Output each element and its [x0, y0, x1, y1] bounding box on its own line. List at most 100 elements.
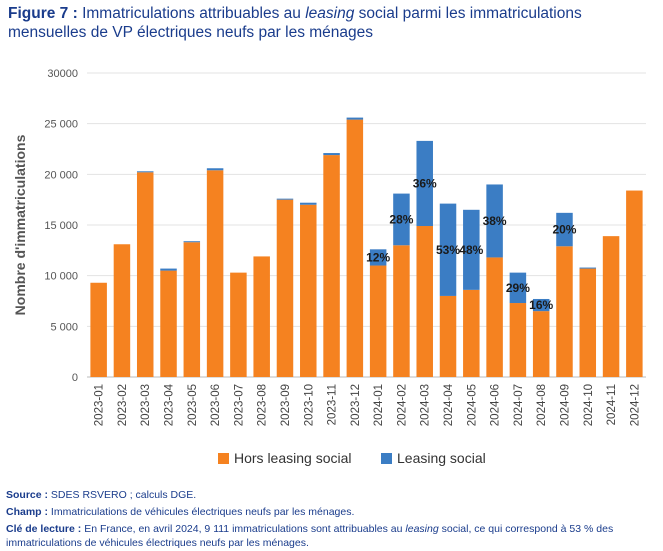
- x-tick-label: 2023-04: [164, 383, 176, 426]
- bar-hors-leasing: [416, 226, 433, 377]
- data-label: 12%: [366, 250, 390, 264]
- bar-leasing-social: [486, 184, 503, 258]
- x-tick-label: 2024-08: [536, 384, 548, 426]
- y-tick-label: 0: [72, 372, 78, 384]
- y-axis-ticks: 0 5 000 10 000 15 000 20 000 25 000 30000: [44, 68, 78, 384]
- bar-hors-leasing: [300, 204, 317, 377]
- legend-swatch-leasing: [381, 453, 392, 464]
- bar-hors-leasing: [463, 289, 480, 377]
- bar-leasing-social: [323, 153, 340, 156]
- x-tick-label: 2024-11: [606, 384, 618, 425]
- x-tick-label: 2024-10: [583, 384, 595, 426]
- stacked-bar-chart: 0 5 000 10 000 15 000 20 000 25 000 30000 12% 2…: [12, 68, 646, 466]
- x-tick-label: 2024-06: [490, 384, 502, 426]
- bar-hors-leasing: [90, 282, 107, 377]
- x-axis-ticks: 2023-01 2023-02 2023-03 2023-04 2023-05 2023-…: [94, 383, 642, 426]
- data-label: 20%: [552, 223, 576, 237]
- bar-hors-leasing: [183, 242, 201, 377]
- x-tick-label: 2023-08: [257, 384, 269, 426]
- bar-hors-leasing: [206, 170, 224, 377]
- bar-hors-leasing: [393, 245, 410, 377]
- data-label: 38%: [483, 214, 507, 228]
- bar-hors-leasing: [276, 199, 294, 377]
- bar-leasing-social: [416, 140, 433, 227]
- bars: [90, 117, 643, 377]
- bar-leasing-social: [300, 202, 317, 205]
- bar-hors-leasing: [253, 256, 270, 377]
- footer-notes: Source : SDES RSVERO ; calculs DGE. Cham…: [6, 488, 658, 550]
- bar-leasing-social: [532, 298, 550, 312]
- legend-label-hors: Hors leasing social: [234, 450, 352, 466]
- bar-hors-leasing: [556, 246, 573, 377]
- data-label: 53%: [436, 243, 460, 257]
- figure-label: Figure 7 :: [8, 5, 78, 22]
- bar-leasing-social: [369, 249, 387, 266]
- gridlines: [87, 72, 646, 378]
- data-labels: 12% 28% 36% 53% 48% 38% 29% 16% 20%: [366, 176, 577, 312]
- cle-line: Clé de lecture : En France, en avril 202…: [6, 523, 614, 549]
- x-tick-label: 2024-04: [443, 383, 455, 426]
- bar-hors-leasing: [113, 244, 131, 377]
- bar-hors-leasing: [346, 119, 364, 377]
- bar-leasing-social: [463, 209, 480, 290]
- figure-title: Figure 7 : Immatriculations attribuables…: [8, 4, 658, 42]
- bar-leasing-social: [579, 267, 597, 269]
- legend-label-leasing: Leasing social: [397, 450, 486, 466]
- bar-leasing-social: [160, 268, 177, 271]
- x-tick-label: 2023-01: [94, 384, 106, 426]
- bar-hors-leasing: [160, 270, 177, 377]
- bar-hors-leasing: [602, 236, 620, 377]
- data-label: 16%: [529, 298, 553, 312]
- x-tick-label: 2024-09: [559, 384, 571, 426]
- y-tick-label: 10 000: [44, 271, 78, 283]
- bar-leasing-social: [136, 171, 154, 173]
- x-tick-label: 2023-05: [187, 384, 199, 426]
- x-tick-label: 2024-07: [513, 384, 525, 426]
- data-label: 28%: [389, 212, 413, 226]
- bar-hors-leasing: [136, 172, 154, 377]
- y-tick-label: 15 000: [44, 220, 78, 232]
- bar-leasing-social: [509, 272, 527, 304]
- bar-hors-leasing: [369, 265, 387, 377]
- x-tick-label: 2024-02: [396, 384, 408, 426]
- bar-leasing-social: [346, 117, 364, 120]
- x-tick-label: 2023-10: [303, 384, 315, 426]
- x-tick-label: 2023-03: [140, 384, 152, 426]
- x-tick-label: 2023-11: [327, 384, 339, 425]
- bar-hors-leasing: [230, 272, 247, 377]
- bar-hors-leasing: [626, 190, 643, 377]
- champ-line: Champ : Immatriculations de véhicules él…: [6, 506, 355, 518]
- y-tick-label: 20 000: [44, 169, 78, 181]
- bar-hors-leasing: [439, 295, 457, 377]
- bar-hors-leasing: [509, 303, 527, 377]
- x-tick-label: 2023-09: [280, 384, 292, 426]
- x-tick-label: 2024-05: [466, 384, 478, 426]
- y-tick-label: 30000: [47, 68, 78, 80]
- bar-leasing-social: [276, 198, 294, 200]
- bar-leasing-social: [556, 212, 573, 247]
- x-tick-label: 2024-03: [420, 384, 432, 426]
- legend: Hors leasing social Leasing social: [218, 450, 486, 466]
- x-tick-label: 2023-06: [210, 384, 222, 426]
- x-tick-label: 2023-12: [350, 384, 362, 426]
- bar-hors-leasing: [532, 311, 550, 377]
- x-tick-label: 2024-01: [373, 384, 385, 426]
- x-tick-label: 2023-07: [233, 384, 245, 426]
- source-line: Source : SDES RSVERO ; calculs DGE.: [6, 489, 197, 501]
- bar-leasing-social: [439, 203, 457, 296]
- bar-hors-leasing: [486, 257, 503, 377]
- y-tick-label: 25 000: [44, 119, 78, 131]
- title-emphasis: leasing: [305, 5, 355, 22]
- bar-hors-leasing: [323, 155, 340, 377]
- data-label: 29%: [506, 281, 530, 295]
- title-part1: Immatriculations attribuables au: [82, 5, 306, 22]
- x-tick-label: 2024-12: [629, 384, 641, 426]
- data-label: 36%: [413, 176, 437, 190]
- bar-leasing-social: [183, 241, 201, 243]
- x-tick-label: 2023-02: [117, 384, 129, 426]
- y-tick-label: 5 000: [50, 321, 78, 333]
- bar-leasing-social: [393, 193, 410, 246]
- legend-swatch-hors: [218, 453, 229, 464]
- data-label: 48%: [459, 243, 483, 257]
- bar-hors-leasing: [579, 268, 597, 377]
